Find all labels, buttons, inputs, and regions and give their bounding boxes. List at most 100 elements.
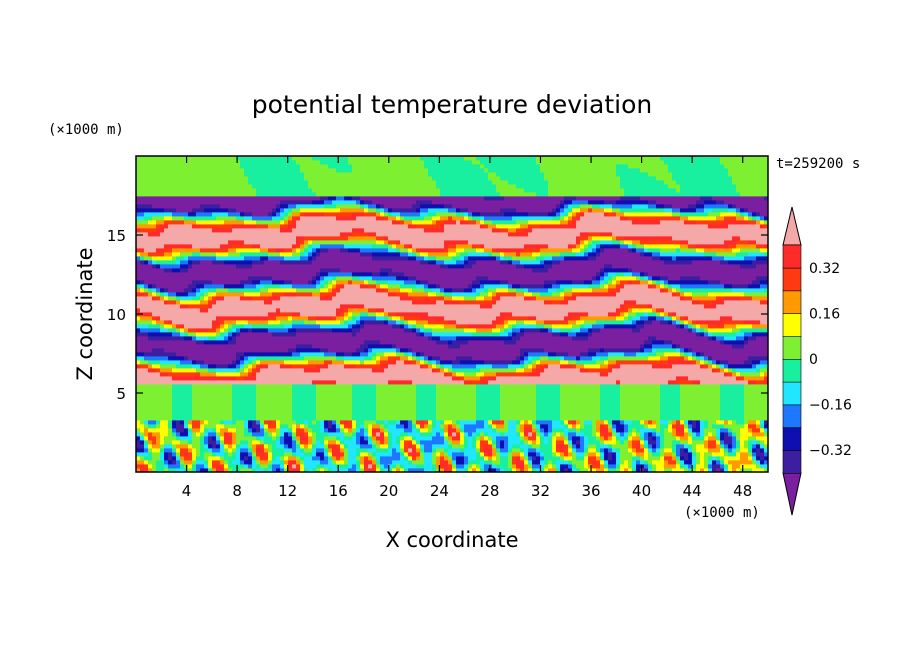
heatmap-cell [172,372,177,377]
heatmap-cell [312,172,317,177]
heatmap-cell [368,364,373,369]
heatmap-cell [320,244,325,249]
heatmap-cell [264,184,269,189]
heatmap-cell [328,328,333,333]
heatmap-cell [172,412,177,417]
heatmap-cell [348,292,353,297]
heatmap-cell [340,360,345,365]
heatmap-cell [364,420,369,425]
heatmap-cell [160,432,165,437]
heatmap-cell [140,356,145,361]
heatmap-cell [156,264,161,269]
heatmap-cell [312,368,317,373]
heatmap-cell [232,272,237,277]
heatmap-cell [340,464,345,469]
heatmap-cell [260,236,265,241]
heatmap-cell [232,324,237,329]
heatmap-cell [364,348,369,353]
heatmap-cell [248,172,253,177]
heatmap-cell [172,228,177,233]
heatmap-cell [376,444,381,449]
heatmap-cell [340,232,345,237]
heatmap-cell [168,428,173,433]
heatmap-cell [164,436,169,441]
heatmap-cell [240,424,245,429]
heatmap-cell [316,252,321,257]
heatmap-cell [200,208,205,213]
heatmap-cell [156,420,161,425]
heatmap-cell [280,460,285,465]
heatmap-cell [372,164,377,169]
heatmap-cell [232,432,237,437]
heatmap-cell [324,348,329,353]
heatmap-cell [364,328,369,333]
heatmap-cell [328,372,333,377]
heatmap-cell [276,292,281,297]
heatmap-cell [196,432,201,437]
heatmap-cell [224,332,229,337]
heatmap-cell [212,248,217,253]
heatmap-cell [164,440,169,445]
heatmap-cell [180,332,185,337]
heatmap-cell [368,304,373,309]
heatmap-cell [276,196,281,201]
heatmap-cell [360,296,365,301]
heatmap-cell [360,332,365,337]
heatmap-cell [200,364,205,369]
heatmap-cell [244,216,249,221]
heatmap-cell [380,288,385,293]
heatmap-cell [156,288,161,293]
heatmap-cell [384,372,389,377]
heatmap-cell [356,216,361,221]
heatmap-cell [232,316,237,321]
heatmap-cell [356,212,361,217]
heatmap-cell [324,156,329,161]
heatmap-cell [232,192,237,197]
heatmap-cell [288,412,293,417]
heatmap-cell [172,300,177,305]
heatmap-cell [284,180,289,185]
heatmap-cell [248,396,253,401]
heatmap-cell [224,316,229,321]
heatmap-cell [280,184,285,189]
heatmap-cell [152,456,157,461]
heatmap-cell [296,468,301,472]
heatmap-cell [320,340,325,345]
heatmap-cell [304,404,309,409]
heatmap-cell [160,372,165,377]
heatmap-cell [208,232,213,237]
heatmap-cell [212,436,217,441]
heatmap-cell [152,396,157,401]
heatmap-cell [288,332,293,337]
heatmap-cell [328,436,333,441]
heatmap-cell [360,400,365,405]
heatmap-cell [236,312,241,317]
heatmap-cell [236,440,241,445]
heatmap-cell [228,192,233,197]
heatmap-cell [152,408,157,413]
heatmap-cell [360,184,365,189]
heatmap-cell [224,416,229,421]
heatmap-cell [308,236,313,241]
heatmap-cell [280,364,285,369]
heatmap-cell [184,220,189,225]
heatmap-cell [144,212,149,217]
heatmap-cell [368,296,373,301]
heatmap-cell [252,176,257,181]
heatmap-cell [336,416,341,421]
heatmap-cell [220,324,225,329]
heatmap-cell [304,240,309,245]
heatmap-cell [148,216,153,221]
heatmap-cell [268,248,273,253]
heatmap-cell [188,200,193,205]
heatmap-cell [248,456,253,461]
heatmap-cell [192,184,197,189]
heatmap-cell [332,348,337,353]
heatmap-cell [276,224,281,229]
heatmap-cell [380,300,385,305]
heatmap-cell [304,352,309,357]
heatmap-cell [336,404,341,409]
heatmap-cell [256,296,261,301]
heatmap-cell [324,428,329,433]
heatmap-cell [332,368,337,373]
